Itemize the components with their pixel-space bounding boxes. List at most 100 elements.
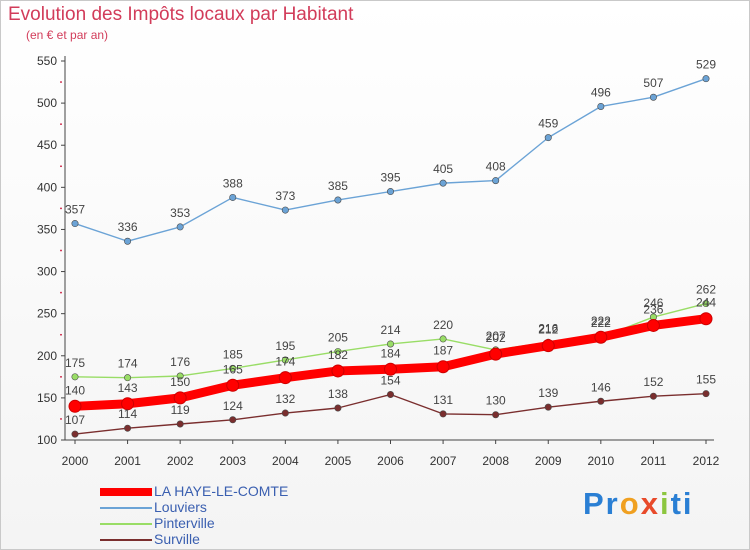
data-label-la-haye-le-comte: 244 <box>696 296 716 310</box>
legend-swatch <box>100 539 152 541</box>
y-tick-label: 100 <box>37 433 57 447</box>
data-label-surville: 155 <box>696 373 716 387</box>
data-point-louviers <box>229 193 237 201</box>
data-label-surville: 154 <box>380 374 400 388</box>
data-point-pinterville <box>439 335 447 343</box>
data-label-louviers: 408 <box>486 160 506 174</box>
data-label-louviers: 373 <box>275 189 295 203</box>
data-label-la-haye-le-comte: 182 <box>328 348 348 362</box>
data-labels: 140 143 150 165 174 182 184 187 202 212 222 236 244 3… <box>65 58 716 427</box>
data-point-la-haye-le-comte <box>384 362 397 376</box>
x-tick-label: 2010 <box>587 454 614 468</box>
y-tick-label: 150 <box>37 391 57 405</box>
data-point-louviers <box>649 93 657 101</box>
data-point-louviers <box>702 75 710 83</box>
data-point-la-haye-le-comte <box>646 318 660 332</box>
data-point-surville <box>492 411 500 419</box>
data-label-la-haye-le-comte: 202 <box>486 331 506 345</box>
data-point-surville <box>71 430 79 438</box>
data-point-surville <box>439 410 447 418</box>
legend-swatch <box>100 507 152 509</box>
data-label-la-haye-le-comte: 140 <box>65 383 85 397</box>
data-label-pinterville: 262 <box>696 283 716 297</box>
data-label-louviers: 395 <box>380 171 400 185</box>
legend-swatch <box>100 488 152 496</box>
data-point-surville <box>649 392 657 400</box>
data-point-surville <box>386 391 394 399</box>
data-point-pinterville <box>176 372 184 380</box>
y-tick-label: 550 <box>37 54 57 68</box>
data-label-surville: 132 <box>275 392 295 406</box>
x-tick-label: 2009 <box>535 454 562 468</box>
x-tick-label: 2000 <box>62 454 89 468</box>
x-tick-label: 2006 <box>377 454 404 468</box>
legend-label: Surville <box>154 531 200 547</box>
data-label-louviers: 529 <box>696 58 716 72</box>
data-label-surville: 146 <box>591 380 611 394</box>
y-tick-label: 200 <box>37 349 57 363</box>
data-point-la-haye-le-comte <box>68 399 82 413</box>
data-point-surville <box>124 424 132 432</box>
x-tick-label: 2001 <box>114 454 141 468</box>
data-label-pinterville: 220 <box>433 318 453 332</box>
data-point-la-haye-le-comte <box>331 364 345 378</box>
data-point-louviers <box>386 188 394 196</box>
x-tick-label: 2012 <box>693 454 720 468</box>
data-label-pinterville: 195 <box>275 339 295 353</box>
data-point-louviers <box>439 179 447 187</box>
data-point-pinterville <box>281 356 289 364</box>
data-label-la-haye-le-comte: 165 <box>223 362 243 376</box>
data-point-la-haye-le-comte <box>226 378 240 392</box>
data-label-surville: 119 <box>171 403 190 417</box>
axes: 100 150 200 250 300 350 400 450 500 550 2000 2001 20… <box>37 54 720 468</box>
data-label-pinterville: 216 <box>538 321 558 335</box>
y-tick-label: 250 <box>37 307 57 321</box>
data-point-pinterville <box>702 300 710 308</box>
data-point-surville <box>544 403 552 411</box>
data-label-surville: 138 <box>328 387 348 401</box>
legend-label: LA HAYE-LE-COMTE <box>154 483 289 499</box>
x-tick-label: 2002 <box>167 454 194 468</box>
legend-label: Pinterville <box>154 515 215 531</box>
data-label-pinterville: 246 <box>643 296 663 310</box>
data-label-surville: 139 <box>538 386 558 400</box>
data-label-pinterville: 174 <box>118 357 138 371</box>
data-label-surville: 124 <box>223 399 243 413</box>
data-point-la-haye-le-comte <box>278 371 292 385</box>
data-point-louviers <box>281 206 289 214</box>
data-point-pinterville <box>124 374 132 382</box>
data-label-louviers: 496 <box>591 85 611 99</box>
legend-swatch <box>100 523 152 525</box>
data-label-louviers: 357 <box>65 203 85 217</box>
data-point-la-haye-le-comte <box>121 397 135 411</box>
data-label-la-haye-le-comte: 150 <box>170 375 190 389</box>
data-point-la-haye-le-comte <box>489 347 503 361</box>
proxiti-logo: Proxiti <box>583 486 694 521</box>
data-point-louviers <box>124 237 132 245</box>
y-tick-label: 500 <box>37 96 57 110</box>
data-label-la-haye-le-comte: 236 <box>643 302 663 316</box>
x-tick-label: 2003 <box>219 454 246 468</box>
data-point-la-haye-le-comte <box>699 312 713 326</box>
data-point-surville <box>702 390 710 398</box>
y-tick-label: 350 <box>37 222 57 236</box>
data-label-louviers: 385 <box>328 179 348 193</box>
x-tick-label: 2008 <box>482 454 509 468</box>
data-point-pinterville <box>334 348 342 356</box>
data-label-louviers: 405 <box>433 162 453 176</box>
x-tick-label: 2004 <box>272 454 299 468</box>
data-label-la-haye-le-comte: 187 <box>433 344 453 358</box>
data-point-la-haye-le-comte <box>594 330 608 344</box>
data-point-la-haye-le-comte <box>541 339 555 353</box>
y-tick-label: 450 <box>37 138 57 152</box>
data-label-louviers: 353 <box>170 206 190 220</box>
data-point-la-haye-le-comte <box>173 391 187 405</box>
y-tick-label: 300 <box>37 265 57 279</box>
data-point-la-haye-le-comte <box>436 360 450 374</box>
data-point-surville <box>334 404 342 412</box>
x-tick-label: 2011 <box>641 454 667 468</box>
data-label-surville: 152 <box>643 375 663 389</box>
data-point-louviers <box>544 134 552 142</box>
data-label-pinterville: 207 <box>486 329 506 343</box>
